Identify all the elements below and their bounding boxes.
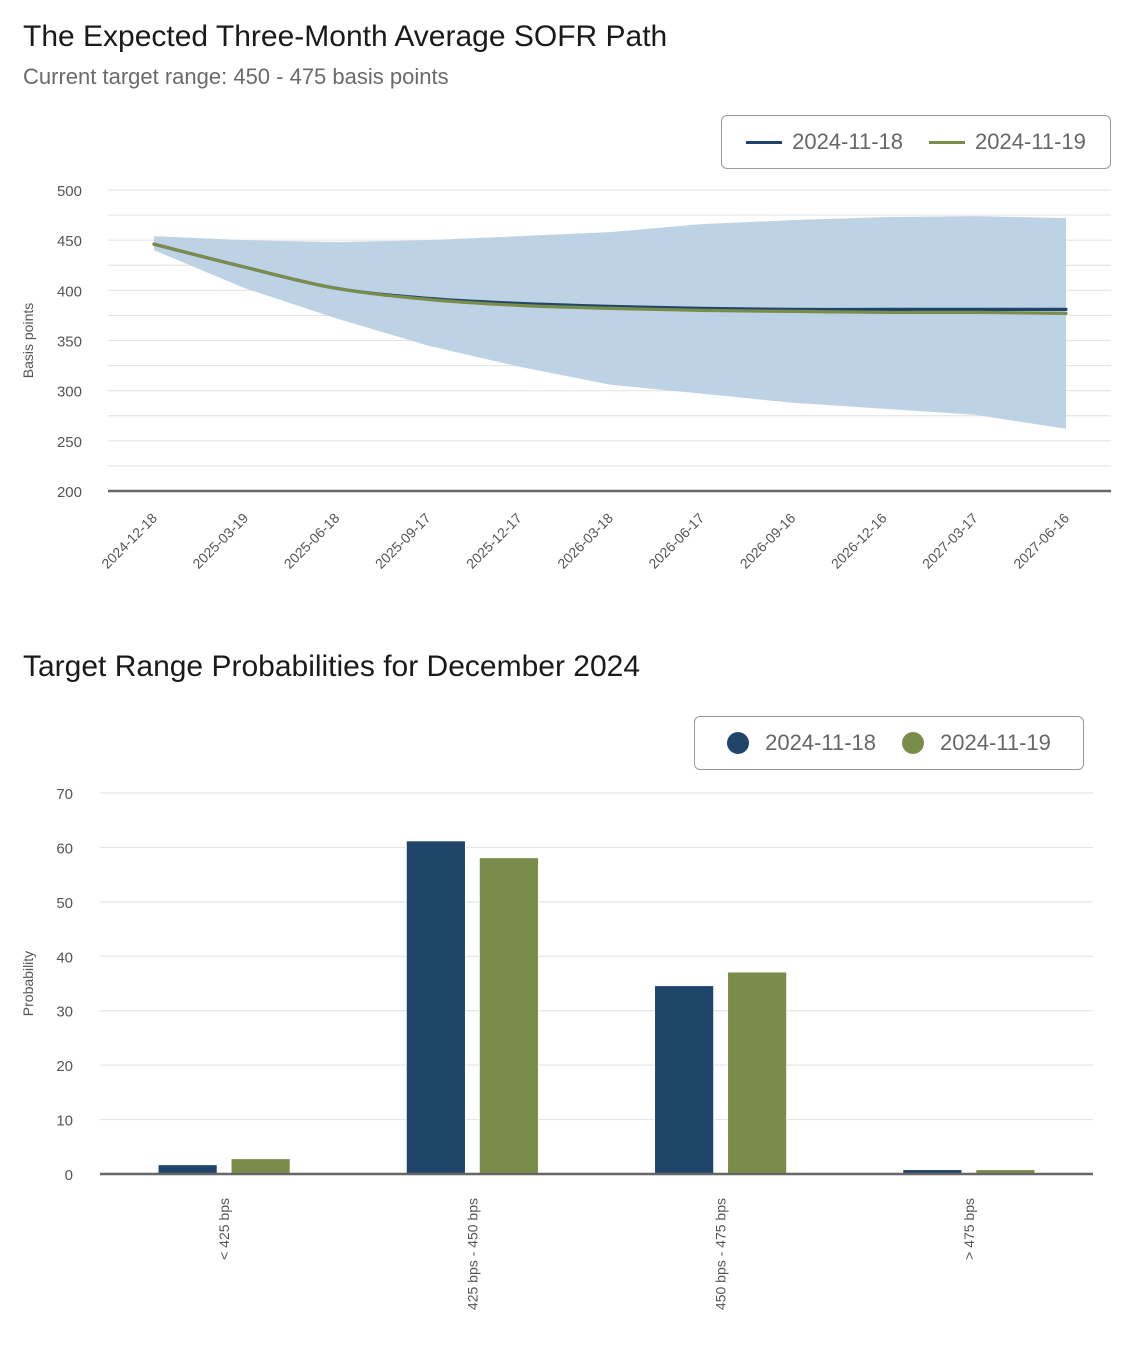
y-tick-label: 60 <box>56 840 73 857</box>
x-tick-label: 2027-03-17 <box>919 510 981 572</box>
y-tick-label: 70 <box>56 786 73 803</box>
bar-2024-11-19-0 <box>230 1158 291 1175</box>
sofr-legend-item-2[interactable]: 2024-11-19 <box>929 129 1086 155</box>
x-tick-label: 2025-03-19 <box>189 510 251 572</box>
sofr-legend: 2024-11-18 2024-11-19 <box>721 115 1111 169</box>
bar-2024-11-18-2 <box>654 985 715 1175</box>
x-tick-label: 2027-06-16 <box>1010 510 1072 572</box>
bar-2024-11-19-1 <box>478 857 539 1175</box>
bar-2024-11-18-0 <box>157 1164 218 1175</box>
x-tick-label: 2026-03-18 <box>554 510 616 572</box>
sofr-chart-title: The Expected Three-Month Average SOFR Pa… <box>23 20 668 53</box>
line-swatch-icon <box>929 140 965 144</box>
x-tick-label: 2026-09-16 <box>737 510 799 572</box>
sofr-chart-subtitle: Current target range: 450 - 475 basis po… <box>23 64 449 89</box>
sofr-chart: 200 250 300 350 400 450 500 Basis points 2024-12… <box>20 183 1111 572</box>
x-tick-label: 2024-12-18 <box>98 510 160 572</box>
y-tick-label: 20 <box>56 1058 73 1075</box>
probs-legend: 2024-11-18 2024-11-19 <box>694 716 1084 770</box>
probs-legend-label-1: 2024-11-18 <box>765 730 876 755</box>
y-tick-label: 40 <box>56 949 73 966</box>
sofr-legend-label-1: 2024-11-18 <box>792 129 903 154</box>
sofr-legend-item-1[interactable]: 2024-11-18 <box>746 129 903 155</box>
sofr-legend-label-2: 2024-11-19 <box>975 129 1086 154</box>
confidence-band <box>154 216 1066 429</box>
y-tick-label: 350 <box>57 334 82 351</box>
x-tick-label: 2025-12-17 <box>463 510 525 572</box>
x-category-label: < 425 bps <box>216 1198 232 1260</box>
probability-chart: 0 10 20 30 40 50 60 70 Probability < 425 bps 425 b… <box>20 786 1093 1310</box>
dot-swatch-icon <box>902 732 924 754</box>
y-tick-label: 10 <box>56 1113 73 1130</box>
x-category-label: 425 bps - 450 bps <box>464 1198 480 1310</box>
y-tick-label: 300 <box>57 384 82 401</box>
y-tick-label: 500 <box>57 183 82 200</box>
y-tick-label: 250 <box>57 434 82 451</box>
probs-legend-item-1[interactable]: 2024-11-18 <box>727 730 876 756</box>
y-tick-label: 400 <box>57 283 82 300</box>
bar-2024-11-19-2 <box>727 971 788 1175</box>
x-category-label: 450 bps - 475 bps <box>713 1198 729 1310</box>
y-tick-label: 200 <box>57 484 82 501</box>
series-line-2024-11-19 <box>152 242 1068 316</box>
y-tick-label: 30 <box>56 1004 73 1021</box>
x-tick-label: 2025-06-18 <box>281 510 343 572</box>
y-tick-label: 50 <box>56 895 73 912</box>
y-axis-title: Basis points <box>20 303 36 378</box>
x-tick-label: 2025-09-17 <box>372 510 434 572</box>
line-swatch-icon <box>746 140 783 144</box>
probs-legend-label-2: 2024-11-19 <box>940 730 1051 755</box>
x-tick-label: 2026-06-17 <box>645 510 707 572</box>
x-tick-label: 2026-12-16 <box>828 510 890 572</box>
probs-chart-title: Target Range Probabilities for December … <box>23 650 641 683</box>
x-category-label: > 475 bps <box>961 1198 977 1260</box>
bar-2024-11-18-1 <box>405 840 466 1175</box>
y-tick-label: 450 <box>57 233 82 250</box>
dot-swatch-icon <box>727 732 750 754</box>
y-tick-label: 0 <box>65 1167 73 1184</box>
probs-legend-item-2[interactable]: 2024-11-19 <box>902 730 1051 756</box>
y-axis-title: Probability <box>20 951 36 1016</box>
